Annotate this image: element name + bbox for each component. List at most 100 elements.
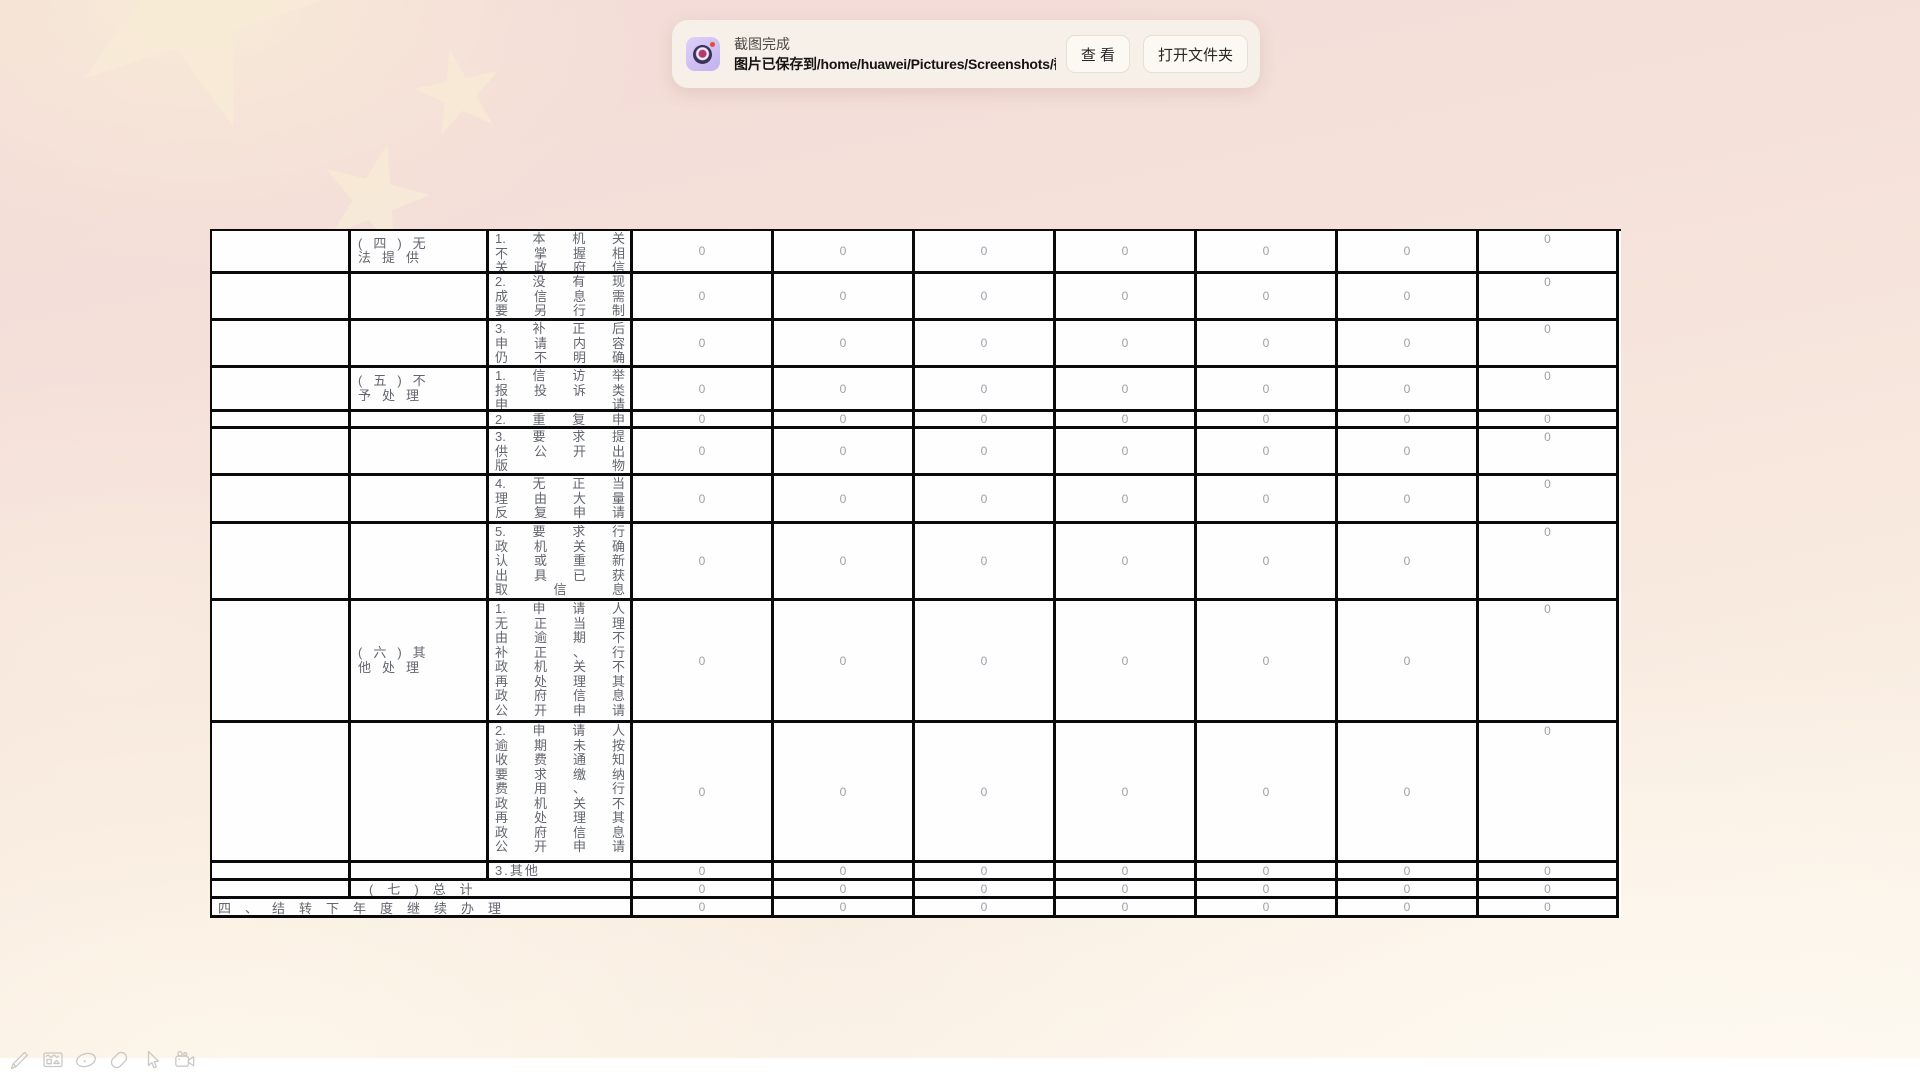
value-cell: 0 bbox=[633, 412, 774, 429]
item-cell: 2.申请人 逾期未按 收费通知 要求缴纳 费用、行 政机关不 再处理其 政府信息… bbox=[489, 723, 633, 863]
open-folder-button[interactable]: 打开文件夹 bbox=[1142, 35, 1248, 73]
category-cell: (六)其 他处理 bbox=[351, 601, 489, 723]
table-row: 3.其他 0 0 0 0 0 0 0 bbox=[212, 863, 1621, 881]
value-cell: 0 bbox=[1479, 231, 1619, 274]
value-cell: 0 bbox=[1338, 723, 1479, 863]
value-cell: 0 bbox=[1197, 412, 1338, 429]
value-cell: 0 bbox=[915, 899, 1056, 918]
value-cell: 0 bbox=[1056, 429, 1197, 476]
value-cell: 0 bbox=[1479, 601, 1619, 723]
value-cell: 0 bbox=[1479, 881, 1619, 899]
value-cell: 0 bbox=[915, 881, 1056, 899]
value-cell: 0 bbox=[1479, 321, 1619, 368]
value-cell: 0 bbox=[633, 231, 774, 274]
value-cell: 0 bbox=[1338, 368, 1479, 412]
table-row: 4.无正当 理由大量 反复申请 0 0 0 0 0 0 0 bbox=[212, 476, 1621, 524]
table-row: (六)其 他处理 1.申请人 无正当理 由逾期不 补正、行 政机关不 再处理其 … bbox=[212, 601, 1621, 723]
empty-cell bbox=[212, 412, 351, 429]
value-cell: 0 bbox=[633, 476, 774, 524]
table-row: 2.没有现 成信息需 要另行制 0 0 0 0 0 0 0 bbox=[212, 274, 1621, 321]
table-row: 3.补正后 申请内容 仍不明确 0 0 0 0 0 0 0 bbox=[212, 321, 1621, 368]
table-row: 5.要求行 政机关确 认或重新 出具已获 取信息 0 0 0 0 0 0 0 bbox=[212, 524, 1621, 601]
item-cell: 3.其他 bbox=[489, 863, 633, 881]
value-cell: 0 bbox=[1479, 723, 1619, 863]
value-cell: 0 bbox=[915, 231, 1056, 274]
table-row-total: (七)总计 0 0 0 0 0 0 0 bbox=[212, 881, 1621, 899]
toast-title: 截图完成 bbox=[734, 35, 790, 52]
value-cell: 0 bbox=[1197, 429, 1338, 476]
empty-cell bbox=[212, 601, 351, 723]
value-cell: 0 bbox=[774, 321, 915, 368]
value-cell: 0 bbox=[633, 321, 774, 368]
value-cell: 0 bbox=[633, 723, 774, 863]
category-cell: (五)不 予处理 bbox=[351, 368, 489, 412]
value-cell: 0 bbox=[1056, 601, 1197, 723]
table-row: 2.重复申 0 0 0 0 0 0 0 bbox=[212, 412, 1621, 429]
category-cell bbox=[351, 863, 489, 881]
value-cell: 0 bbox=[1056, 412, 1197, 429]
value-cell: 0 bbox=[774, 368, 915, 412]
value-cell: 0 bbox=[1056, 231, 1197, 274]
value-cell: 0 bbox=[1479, 429, 1619, 476]
category-cell bbox=[351, 723, 489, 863]
value-cell: 0 bbox=[1056, 881, 1197, 899]
category-cell bbox=[351, 412, 489, 429]
table-row: (四)无 法提供 1.本机关 不掌握相 关政府信 0 0 0 0 0 0 0 bbox=[212, 231, 1621, 274]
wallpaper-star-large bbox=[23, 0, 363, 167]
value-cell: 0 bbox=[1056, 321, 1197, 368]
value-cell: 0 bbox=[1338, 881, 1479, 899]
value-cell: 0 bbox=[774, 899, 915, 918]
value-cell: 0 bbox=[1338, 863, 1479, 881]
value-cell: 0 bbox=[1479, 899, 1619, 918]
value-cell: 0 bbox=[774, 723, 915, 863]
value-cell: 0 bbox=[1197, 368, 1338, 412]
cursor-icon[interactable] bbox=[140, 1048, 164, 1072]
value-cell: 0 bbox=[915, 321, 1056, 368]
value-cell: 0 bbox=[1338, 321, 1479, 368]
pen-icon[interactable] bbox=[8, 1048, 32, 1072]
value-cell: 0 bbox=[1479, 476, 1619, 524]
item-cell: 1.信访举 报投诉类 申请 bbox=[489, 368, 633, 412]
report-table: (四)无 法提供 1.本机关 不掌握相 关政府信 0 0 0 0 0 0 0 2… bbox=[210, 229, 1621, 918]
video-camera-icon[interactable] bbox=[173, 1048, 197, 1072]
value-cell: 0 bbox=[1479, 524, 1619, 601]
value-cell: 0 bbox=[774, 524, 915, 601]
value-cell: 0 bbox=[1056, 723, 1197, 863]
note-icon[interactable] bbox=[41, 1048, 65, 1072]
value-cell: 0 bbox=[633, 863, 774, 881]
value-cell: 0 bbox=[774, 476, 915, 524]
value-cell: 0 bbox=[1338, 524, 1479, 601]
camera-icon bbox=[686, 37, 720, 71]
view-button[interactable]: 查 看 bbox=[1065, 35, 1130, 73]
ellipse-icon[interactable] bbox=[74, 1048, 98, 1072]
item-cell: 2.重复申 bbox=[489, 412, 633, 429]
empty-cell bbox=[212, 723, 351, 863]
table-row: (五)不 予处理 1.信访举 报投诉类 申请 0 0 0 0 0 0 0 bbox=[212, 368, 1621, 412]
category-cell bbox=[351, 476, 489, 524]
value-cell: 0 bbox=[915, 723, 1056, 863]
value-cell: 0 bbox=[915, 863, 1056, 881]
value-cell: 0 bbox=[1479, 274, 1619, 321]
annotation-toolbar bbox=[8, 1048, 197, 1072]
category-cell bbox=[351, 321, 489, 368]
value-cell: 0 bbox=[774, 863, 915, 881]
value-cell: 0 bbox=[915, 476, 1056, 524]
wallpaper-star-small bbox=[406, 40, 513, 147]
value-cell: 0 bbox=[774, 429, 915, 476]
value-cell: 0 bbox=[1338, 601, 1479, 723]
category-cell bbox=[351, 429, 489, 476]
value-cell: 0 bbox=[774, 412, 915, 429]
value-cell: 0 bbox=[1197, 321, 1338, 368]
category-cell bbox=[351, 274, 489, 321]
category-cell bbox=[351, 524, 489, 601]
item-cell: 1.本机关 不掌握相 关政府信 bbox=[489, 231, 633, 274]
value-cell: 0 bbox=[1056, 524, 1197, 601]
empty-cell bbox=[212, 368, 351, 412]
value-cell: 0 bbox=[1338, 412, 1479, 429]
table-row-carryover: 四、结转下年度继续办理 0 0 0 0 0 0 0 bbox=[212, 899, 1621, 918]
value-cell: 0 bbox=[1056, 863, 1197, 881]
value-cell: 0 bbox=[1197, 274, 1338, 321]
value-cell: 0 bbox=[1479, 863, 1619, 881]
toast-message: 图片已保存到/home/huawei/Pictures/Screenshots/… bbox=[734, 55, 1056, 72]
eraser-icon[interactable] bbox=[107, 1048, 131, 1072]
